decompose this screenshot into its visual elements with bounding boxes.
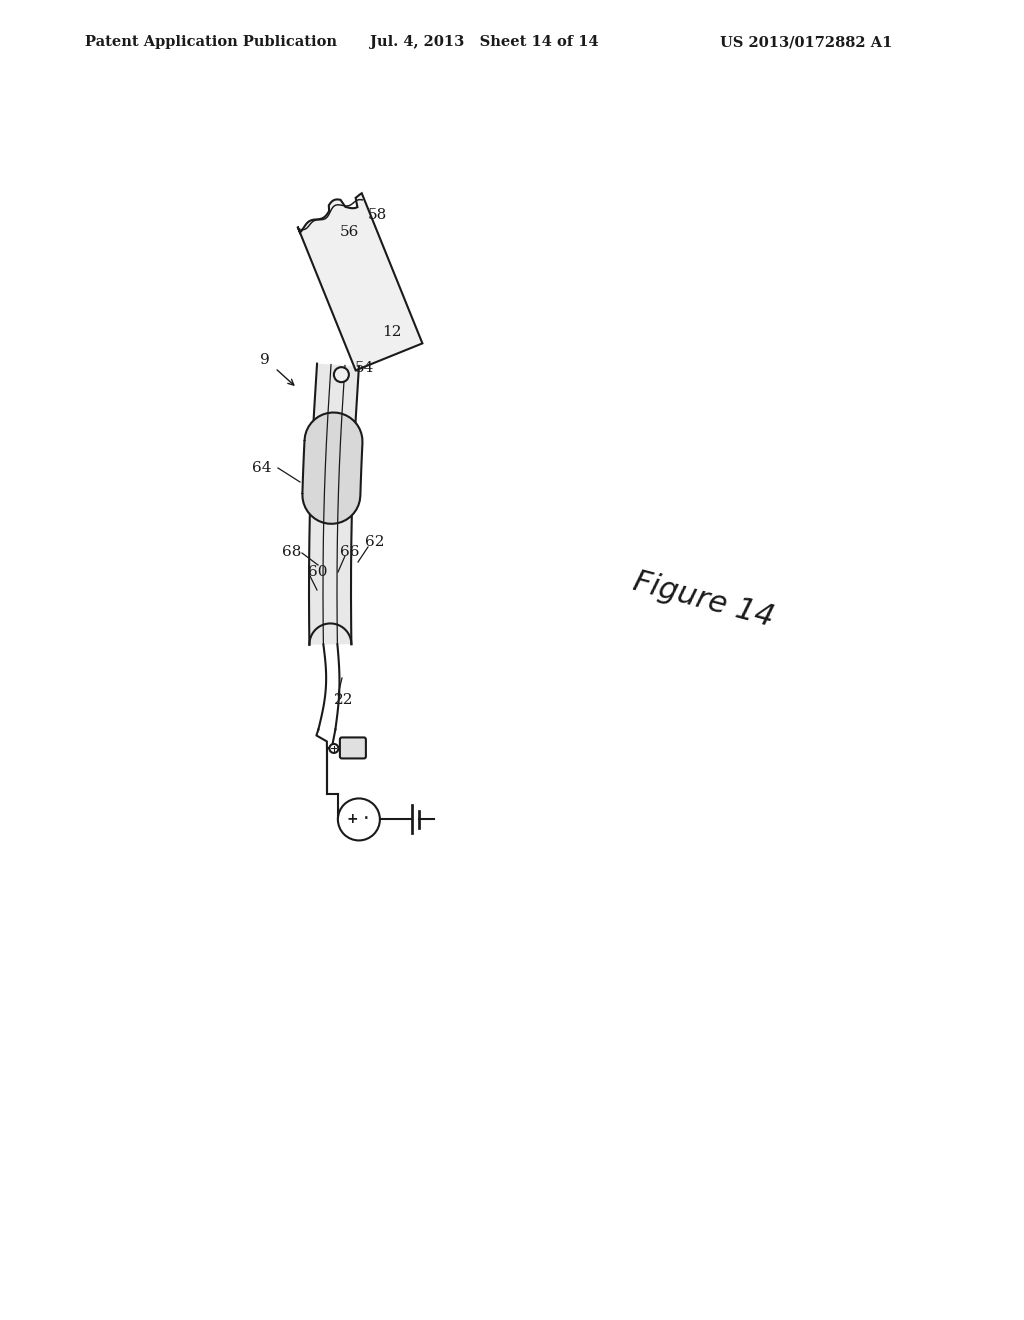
- Text: +: +: [346, 812, 357, 826]
- Text: 9: 9: [260, 352, 269, 367]
- Circle shape: [334, 367, 349, 383]
- Text: Jul. 4, 2013   Sheet 14 of 14: Jul. 4, 2013 Sheet 14 of 14: [370, 36, 599, 49]
- Circle shape: [338, 799, 380, 841]
- Circle shape: [330, 744, 338, 752]
- Text: 66: 66: [340, 545, 359, 558]
- Text: 54: 54: [355, 360, 375, 375]
- Polygon shape: [302, 412, 362, 524]
- Text: 62: 62: [365, 535, 384, 549]
- Text: 58: 58: [368, 209, 387, 222]
- Text: Figure 14: Figure 14: [630, 568, 777, 632]
- Text: 22: 22: [334, 693, 353, 708]
- Text: 56: 56: [340, 224, 359, 239]
- Text: US 2013/0172882 A1: US 2013/0172882 A1: [720, 36, 892, 49]
- Text: 64: 64: [252, 461, 271, 475]
- Polygon shape: [309, 363, 359, 644]
- Text: 12: 12: [382, 325, 401, 339]
- Text: 60: 60: [308, 565, 328, 579]
- Polygon shape: [298, 193, 423, 371]
- FancyBboxPatch shape: [340, 738, 366, 759]
- Text: Patent Application Publication: Patent Application Publication: [85, 36, 337, 49]
- Text: 68: 68: [282, 545, 301, 558]
- Text: ·: ·: [362, 809, 370, 829]
